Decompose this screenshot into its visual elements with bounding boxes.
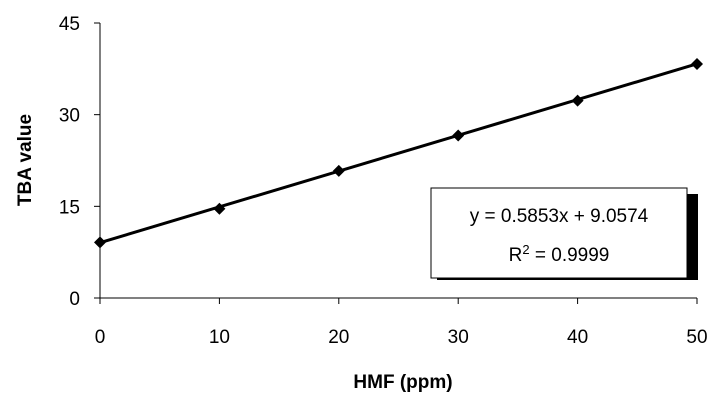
axes [94,22,698,304]
y-tick-label: 30 [59,106,80,127]
y-tick-labels: 0 15 30 45 [59,14,80,310]
x-tick-label: 20 [328,327,349,348]
y-tick-label: 0 [69,289,80,310]
x-tick-label: 30 [448,327,469,348]
trendline-group [99,62,698,245]
data-point [332,164,345,177]
y-axis-title: TBA value [15,114,36,206]
x-tick-label: 40 [567,327,588,348]
x-axis-title: HMF (ppm) [353,372,452,393]
y-tick-label: 45 [59,14,80,35]
data-point [94,236,106,249]
r-squared-text: R2 = 0.9999 [509,242,610,267]
data-point [452,129,465,142]
equation-box: y = 0.5853x + 9.0574 R2 = 0.9999 [430,187,698,280]
x-tick-label: 0 [95,327,106,348]
data-point [691,57,703,70]
data-point [571,94,584,107]
equation-text: y = 0.5853x + 9.0574 [470,206,649,227]
data-points [94,57,703,249]
x-tick-labels: 0 10 20 30 40 50 [95,327,708,348]
x-tick-label: 10 [209,327,230,348]
trendline [99,62,698,245]
y-tick-label: 15 [59,197,80,218]
data-point [213,202,226,215]
x-tick-label: 50 [686,327,707,348]
